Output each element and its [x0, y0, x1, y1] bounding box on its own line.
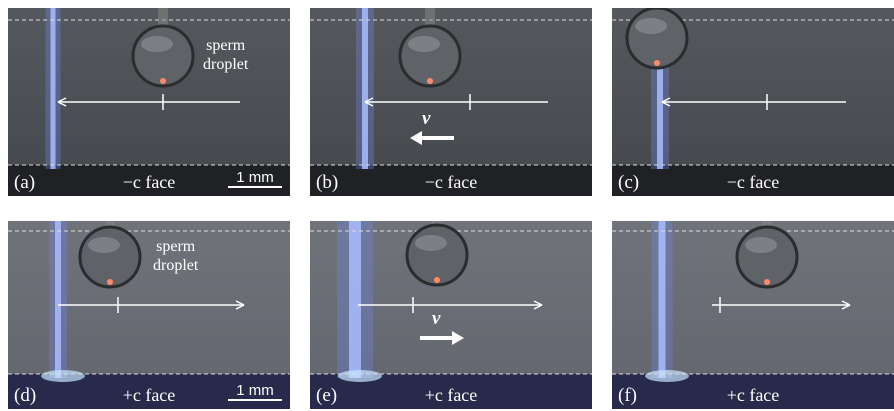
- photo: [8, 221, 290, 409]
- scale-bar: 1 mm: [228, 169, 282, 188]
- velocity-label: v: [432, 308, 440, 330]
- base-glow: [645, 370, 689, 382]
- plasma-streak: [349, 221, 361, 378]
- plasma-streak: [659, 221, 666, 378]
- droplet: [737, 227, 797, 287]
- droplet-spot: [764, 279, 770, 285]
- note-line: sperm: [203, 36, 248, 55]
- droplet: [400, 26, 460, 86]
- droplet-highlight: [408, 36, 440, 52]
- droplet: [80, 227, 140, 287]
- droplet-spot: [427, 78, 433, 84]
- droplet-spot: [434, 277, 440, 283]
- scale-bar: 1 mm: [228, 382, 282, 401]
- droplet-highlight: [88, 237, 120, 253]
- photo: [612, 221, 894, 409]
- droplet: [407, 225, 467, 285]
- face-label: −c face: [310, 172, 592, 193]
- photo-panel: (c)−c face: [612, 8, 894, 196]
- photo: [310, 8, 592, 196]
- face-label: −c face: [612, 172, 894, 193]
- plasma-streak: [362, 8, 368, 169]
- photo-panel: v(e)+c face: [310, 221, 592, 409]
- droplet-highlight: [415, 235, 447, 251]
- note-line: droplet: [203, 55, 248, 74]
- droplet: [133, 26, 193, 86]
- note-line: sperm: [153, 237, 198, 256]
- droplet-spot: [107, 279, 113, 285]
- photo-panel: (f)+c face: [612, 221, 894, 409]
- note-line: droplet: [153, 256, 198, 275]
- velocity-label: v: [422, 108, 430, 130]
- base-glow: [41, 370, 85, 382]
- droplet-spot: [160, 78, 166, 84]
- face-label: +c face: [612, 385, 894, 406]
- base-glow: [338, 370, 382, 382]
- droplet-highlight: [635, 18, 667, 34]
- photo: [310, 221, 592, 409]
- plasma-streak: [55, 221, 61, 378]
- droplet-spot: [654, 60, 660, 66]
- plasma-streak: [51, 8, 56, 169]
- droplet-highlight: [141, 36, 173, 52]
- face-label: +c face: [310, 385, 592, 406]
- photo-panel: v(b)−c face: [310, 8, 592, 196]
- photo: [612, 8, 894, 196]
- droplet: [627, 8, 687, 68]
- figure: (a)−c face1 mmspermdropletv(b)−c face(c)…: [0, 0, 894, 411]
- droplet-highlight: [745, 237, 777, 253]
